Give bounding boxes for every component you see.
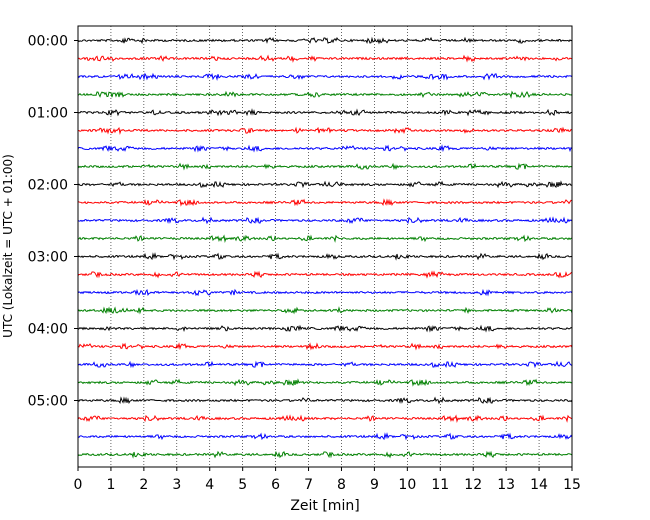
trace-line (77, 450, 573, 459)
trace-line (77, 216, 573, 225)
x-axis-label: Zeit [min] (290, 498, 359, 514)
trace-line (77, 288, 573, 297)
trace-line (77, 72, 573, 81)
y-axis: 00:00 01:00 02:00 03:00 04:00 05:00 (28, 34, 78, 410)
trace-line (77, 342, 573, 351)
trace-line (77, 378, 573, 387)
x-tick-label: 6 (271, 477, 280, 493)
y-axis-label: UTC (Lokalzeit = UTC + 01:00) (1, 154, 15, 338)
trace-line (77, 432, 573, 441)
y-tick-label: 01:00 (28, 106, 68, 122)
x-tick-label: 15 (563, 477, 581, 493)
x-tick-label: 7 (304, 477, 313, 493)
x-tick-label: 0 (74, 477, 83, 493)
plot-background (78, 26, 572, 467)
trace-line (77, 414, 573, 423)
trace-line (77, 234, 573, 243)
trace-line (77, 162, 573, 171)
y-tick-label: 00:00 (28, 34, 68, 50)
trace-line (77, 396, 573, 405)
y-tick-label: 02:00 (28, 178, 68, 194)
x-tick-label: 9 (370, 477, 379, 493)
seismic-traces (77, 36, 573, 459)
x-tick-label: 4 (205, 477, 214, 493)
trace-line (77, 126, 573, 135)
x-tick-label: 3 (172, 477, 181, 493)
trace-line (77, 36, 573, 45)
trace-line (77, 54, 573, 63)
plot-frame (77, 25, 573, 468)
trace-line (77, 252, 573, 261)
x-tick-label: 8 (337, 477, 346, 493)
x-tick-label: 2 (139, 477, 148, 493)
x-tick-label: 13 (497, 477, 515, 493)
x-tick-label: 1 (106, 477, 115, 493)
x-tick-label: 11 (431, 477, 449, 493)
trace-line (77, 144, 573, 153)
x-tick-label: 14 (530, 477, 548, 493)
trace-line (77, 180, 573, 189)
y-tick-label: 03:00 (28, 250, 68, 266)
trace-line (77, 108, 573, 117)
x-tick-label: 5 (238, 477, 247, 493)
trace-line (77, 90, 573, 100)
trace-line (77, 198, 573, 207)
trace-line (77, 360, 573, 369)
y-tick-label: 04:00 (28, 322, 68, 338)
trace-line (77, 306, 573, 315)
trace-line (77, 324, 573, 333)
y-tick-label: 05:00 (28, 394, 68, 410)
x-tick-label: 12 (464, 477, 482, 493)
x-axis: 0 1 2 3 4 5 6 7 8 9 10 11 12 13 14 15 (74, 467, 581, 493)
x-tick-label: 10 (398, 477, 416, 493)
trace-line (77, 270, 573, 279)
